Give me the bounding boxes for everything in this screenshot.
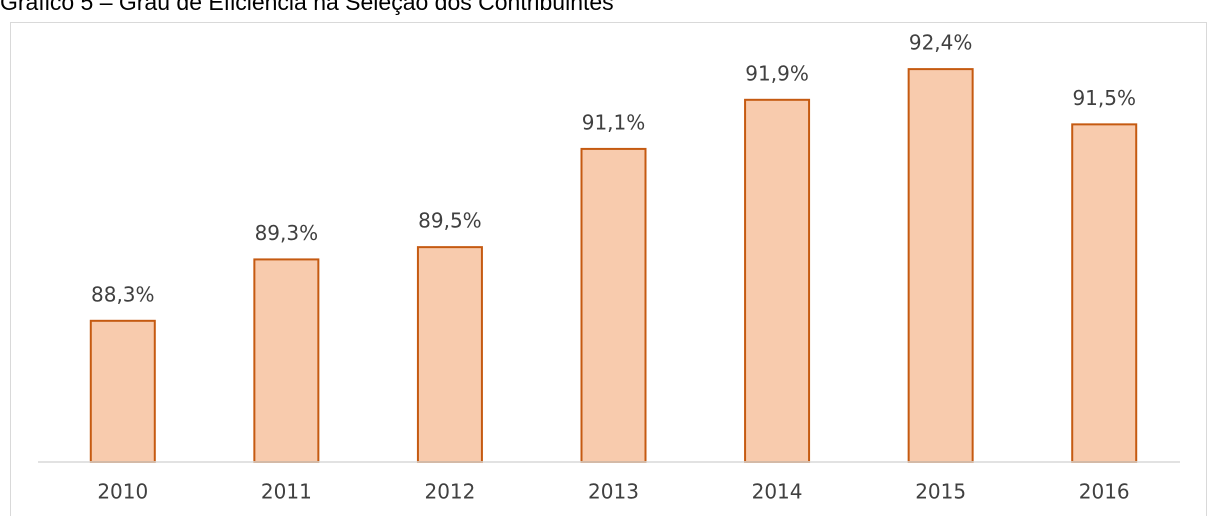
bar [744, 98, 811, 464]
bar [580, 147, 647, 464]
value-label: 91,9% [745, 61, 809, 85]
x-tick-label: 2013 [588, 480, 639, 504]
x-tick-label: 2015 [915, 480, 966, 504]
x-tick-label: 2010 [97, 480, 148, 504]
bar [1071, 123, 1138, 463]
x-tick-label: 2012 [424, 480, 475, 504]
value-label: 88,3% [91, 282, 155, 306]
bar [416, 246, 483, 463]
bar [89, 319, 156, 463]
chart-title: Gráfico 5 – Grau de Eficiência na Seleçã… [0, 0, 614, 15]
x-tick-label: 2016 [1079, 480, 1130, 504]
value-label: 91,1% [582, 110, 646, 134]
x-tick-label: 2014 [752, 480, 803, 504]
value-label: 92,4% [909, 31, 973, 55]
value-label: 91,5% [1072, 86, 1136, 110]
value-label: 89,5% [418, 209, 482, 233]
x-tick-label: 2011 [261, 480, 312, 504]
value-label: 89,3% [255, 221, 319, 245]
bar [253, 258, 320, 463]
bar [907, 68, 974, 463]
